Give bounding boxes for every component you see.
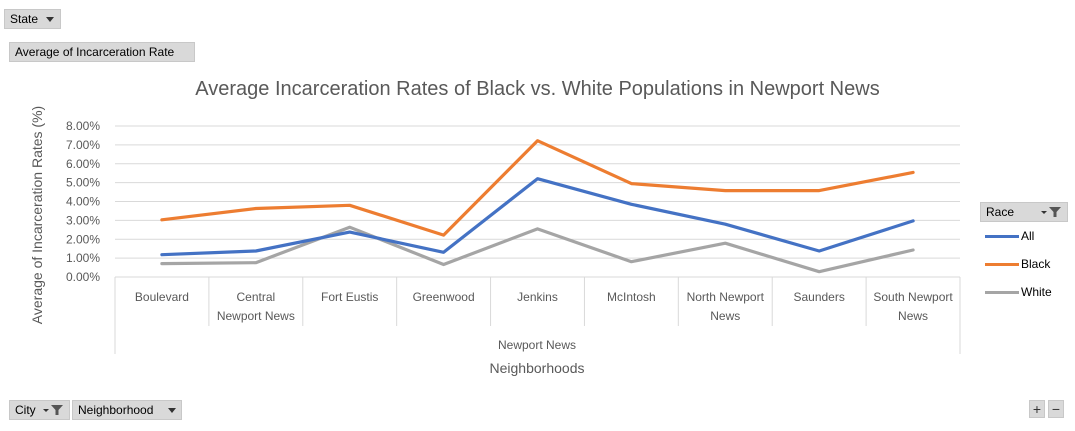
state-filter-button[interactable]: State xyxy=(4,9,61,29)
legend-swatch-white xyxy=(985,290,1019,294)
x-tick-label: Central xyxy=(236,290,275,304)
x-tick-label: Jenkins xyxy=(517,290,558,304)
x-tick-label: McIntosh xyxy=(607,290,656,304)
race-legend-label: Race xyxy=(986,205,1015,219)
y-tick-label: 6.00% xyxy=(66,157,100,171)
filter-icon xyxy=(42,404,64,416)
x-tick-label: South Newport xyxy=(873,290,953,304)
x-tick-label: Fort Eustis xyxy=(321,290,378,304)
minus-icon: − xyxy=(1051,401,1061,417)
y-tick-label: 5.00% xyxy=(66,176,100,190)
x-tick-label: Greenwood xyxy=(413,290,475,304)
series-line-all xyxy=(160,177,915,257)
value-field-label: Average of Incarceration Rate xyxy=(15,45,175,59)
y-tick-label: 4.00% xyxy=(66,195,100,209)
legend-label-all: All xyxy=(1021,229,1035,243)
series-line-black xyxy=(160,139,915,237)
neighborhood-field-button[interactable]: Neighborhood xyxy=(72,400,182,420)
y-tick-label: 7.00% xyxy=(66,138,100,152)
y-tick-label: 0.00% xyxy=(66,270,100,284)
x-tick-label: News xyxy=(710,309,740,323)
legend-item-black: Black xyxy=(985,257,1050,271)
y-tick-label: 1.00% xyxy=(66,251,100,265)
filter-icon xyxy=(1040,206,1062,218)
y-tick-label: 2.00% xyxy=(66,232,100,246)
chart-title: Average Incarceration Rates of Black vs.… xyxy=(195,78,880,100)
legend-item-white: White xyxy=(985,285,1052,299)
x-axis-label: Neighborhoods xyxy=(490,360,585,376)
legend-item-all: All xyxy=(985,229,1034,243)
expand-field-button[interactable]: + xyxy=(1029,400,1045,418)
x-tick-label: News xyxy=(898,309,928,323)
state-filter-label: State xyxy=(10,12,39,26)
race-legend-button[interactable]: Race xyxy=(980,202,1068,222)
value-field-button[interactable]: Average of Incarceration Rate xyxy=(9,42,195,62)
city-field-button[interactable]: City xyxy=(9,400,70,420)
legend: Race All Black White xyxy=(980,202,1070,299)
chevron-down-icon xyxy=(46,16,55,22)
neighborhood-field-label: Neighborhood xyxy=(78,403,154,417)
x-tick-label: North Newport xyxy=(687,290,765,304)
x-group-label: Newport News xyxy=(498,338,576,352)
legend-label-white: White xyxy=(1021,285,1052,299)
legend-swatch-all xyxy=(985,234,1019,238)
chevron-down-icon xyxy=(168,407,176,413)
y-axis-label: Average of Incarceration Rates (%) xyxy=(29,106,45,324)
legend-label-black: Black xyxy=(1021,257,1051,271)
x-tick-label: Boulevard xyxy=(135,290,189,304)
collapse-field-button[interactable]: − xyxy=(1048,400,1064,418)
legend-swatch-black xyxy=(985,262,1019,266)
x-tick-label: Saunders xyxy=(793,290,844,304)
y-tick-label: 3.00% xyxy=(66,213,100,227)
x-tick-label: Newport News xyxy=(217,309,295,323)
plus-icon: + xyxy=(1032,401,1042,417)
y-tick-label: 8.00% xyxy=(66,119,100,133)
city-field-label: City xyxy=(15,403,36,417)
series-line-white xyxy=(160,225,915,274)
